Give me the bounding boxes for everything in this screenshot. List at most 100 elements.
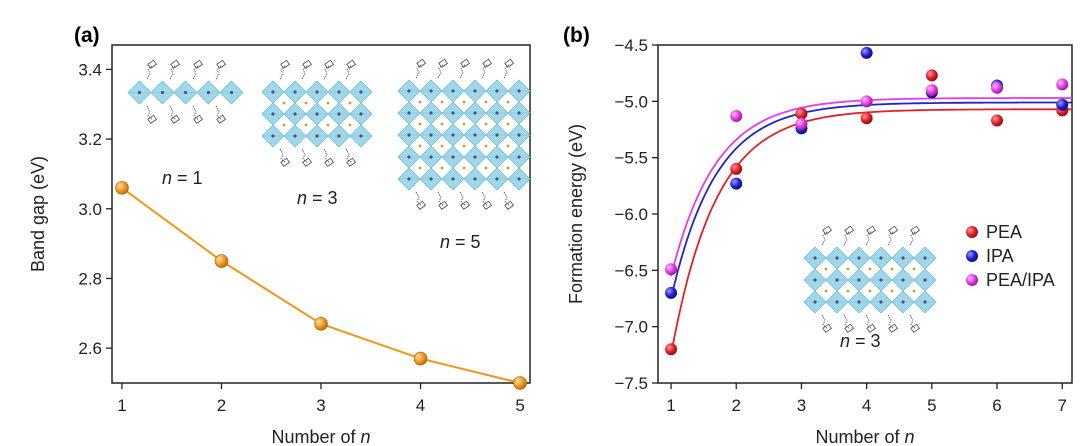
a-site-atom (440, 144, 444, 148)
metal-atom (835, 278, 839, 282)
panel-a-y-axis-label: Band gap (eV) (28, 156, 48, 272)
metal-atom (359, 112, 363, 116)
annotation-var: n (440, 232, 450, 252)
phenyl-ring (170, 114, 180, 124)
phenyl-ring (460, 58, 470, 68)
x-label-text: Number of (271, 427, 356, 446)
metal-atom (495, 133, 499, 137)
metal-atom (359, 134, 363, 138)
data-point-pea-ipa (991, 81, 1004, 94)
metal-atom (495, 89, 499, 93)
annotation-value: = 5 (455, 232, 481, 252)
organic-chain (215, 105, 223, 121)
metal-atom (315, 134, 319, 138)
legend-label: PEA/IPA (986, 270, 1055, 290)
a-site-atom (484, 122, 488, 126)
organic-chain (459, 63, 467, 79)
x-tick-label: 5 (515, 396, 524, 415)
metal-atom (137, 90, 142, 95)
a-site-atom (506, 166, 510, 170)
a-site-atom (418, 166, 422, 170)
phenyl-ring (910, 225, 920, 235)
y-tick-label: 2.8 (78, 269, 102, 288)
metal-atom (495, 155, 499, 159)
metal-atom (901, 256, 905, 260)
organic-chain (843, 230, 851, 246)
annotation-value: = 3 (312, 188, 338, 208)
phenyl-ring (438, 200, 448, 210)
organic-chain (415, 63, 423, 79)
organic-chain (345, 64, 353, 80)
organic-chain (821, 314, 829, 330)
a-site-atom (348, 123, 352, 127)
metal-atom (923, 300, 927, 304)
phenyl-ring (482, 58, 492, 68)
phenyl-ring (844, 225, 854, 235)
phenyl-ring (147, 114, 157, 124)
data-point-pea (925, 69, 938, 82)
annotation-var: n (297, 188, 307, 208)
legend-marker (966, 226, 978, 238)
metal-atom (451, 89, 455, 93)
phenyl-ring (324, 157, 334, 167)
metal-atom (517, 133, 521, 137)
panel-a-y-ticks: 2.6 2.8 3.0 3.2 3.4 (78, 60, 112, 358)
organic-chain (323, 64, 331, 80)
organic-chain (301, 64, 309, 80)
data-point-pea-ipa (665, 263, 678, 276)
a-site-atom (506, 122, 510, 126)
data-point-pea (665, 343, 678, 356)
metal-atom (271, 90, 275, 94)
metal-atom (473, 155, 477, 159)
organic-chain (821, 230, 829, 246)
a-site-atom (484, 144, 488, 148)
data-point-pea-ipa (730, 109, 743, 122)
phenyl-ring (482, 200, 492, 210)
phenyl-ring (504, 58, 514, 68)
a-site-atom (846, 267, 850, 271)
metal-atom (337, 90, 341, 94)
phenyl-ring (416, 200, 426, 210)
metal-atom (293, 90, 297, 94)
a-site-atom (890, 289, 894, 293)
panel-b-x-axis-label: Number of n (815, 427, 914, 446)
organic-chain (169, 64, 177, 80)
organic-chain (169, 105, 177, 121)
organic-chain (481, 63, 489, 79)
metal-atom (183, 90, 188, 95)
metal-atom (901, 300, 905, 304)
metal-atom (160, 90, 165, 95)
data-point-ipa (860, 46, 873, 59)
a-site-atom (890, 267, 894, 271)
x-label-text: Number of (815, 427, 900, 446)
metal-atom (879, 300, 883, 304)
metal-atom (359, 90, 363, 94)
panel-a-label: (a) (74, 24, 100, 47)
phenyl-ring (910, 323, 920, 333)
metal-atom (473, 133, 477, 137)
annotation-n3: n = 3 (297, 188, 338, 208)
organic-chain (887, 230, 895, 246)
panel-b-y-axis-label: Formation energy (eV) (566, 124, 586, 304)
a-site-atom (304, 123, 308, 127)
phenyl-ring (302, 59, 312, 69)
metal-atom (473, 177, 477, 181)
organic-chain (345, 148, 353, 164)
phenyl-ring (822, 225, 832, 235)
annotation-var: n (162, 168, 172, 188)
y-tick-label: −4.5 (614, 36, 648, 55)
metal-atom (429, 155, 433, 159)
metal-atom (879, 278, 883, 282)
panel-a-x-axis-label: Number of n (271, 427, 370, 446)
a-site-atom (484, 166, 488, 170)
organic-chain (503, 63, 511, 79)
x-tick-label: 2 (732, 396, 741, 415)
annotation-var: n (840, 331, 850, 351)
y-tick-label: −6.0 (614, 205, 648, 224)
metal-atom (813, 278, 817, 282)
a-site-atom (282, 101, 286, 105)
metal-atom (495, 111, 499, 115)
a-site-atom (418, 144, 422, 148)
x-label-var: n (905, 427, 915, 446)
organic-chain (279, 64, 287, 80)
